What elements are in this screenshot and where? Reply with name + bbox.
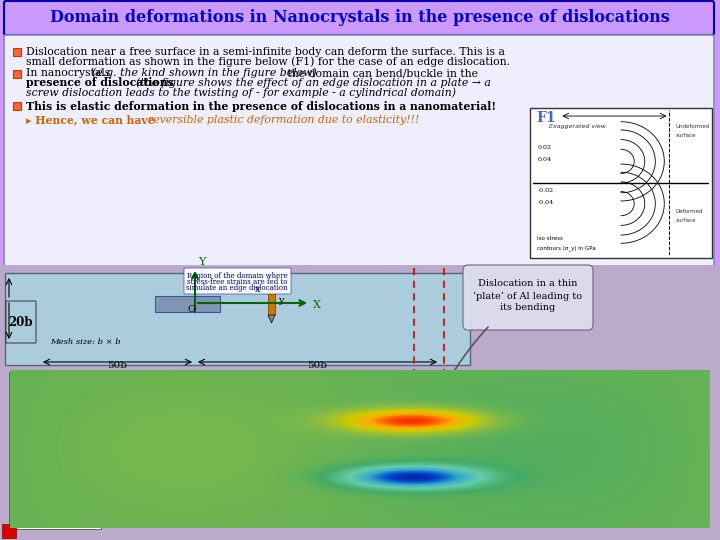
Text: 20b: 20b — [9, 315, 33, 328]
Text: F1: F1 — [536, 111, 556, 125]
Text: -1.735e-13: -1.735e-13 — [27, 437, 67, 443]
Text: surface: surface — [675, 218, 696, 223]
Text: 10b: 10b — [419, 515, 439, 523]
Bar — [12, 379, 24, 390]
Text: ‘plate’ of Al leading to: ‘plate’ of Al leading to — [474, 292, 582, 301]
Text: -0.02: -0.02 — [537, 187, 554, 193]
Text: presence of dislocations: presence of dislocations — [26, 78, 178, 89]
Bar — [12, 477, 24, 488]
FancyBboxPatch shape — [184, 268, 291, 294]
Text: Y: Y — [198, 257, 205, 267]
Bar — [12, 435, 24, 446]
Bar — [13, 102, 21, 110]
Bar — [530, 108, 712, 258]
Text: 0.04: 0.04 — [537, 157, 552, 163]
FancyBboxPatch shape — [6, 301, 36, 343]
Text: O: O — [187, 305, 195, 314]
Text: 50b: 50b — [307, 361, 327, 370]
Text: screw dislocation leads to the twisting of - for example - a cylindrical domain): screw dislocation leads to the twisting … — [26, 87, 456, 98]
Text: 6.909e-11: 6.909e-11 — [27, 494, 63, 500]
FancyBboxPatch shape — [4, 35, 714, 267]
Text: 50b: 50b — [107, 361, 127, 370]
Text: x: x — [255, 285, 261, 294]
Text: reversible plastic deformation due to elasticity!!!: reversible plastic deformation due to el… — [148, 115, 419, 125]
Text: small deformation as shown in the figure below (F1) for the case of an edge disl: small deformation as shown in the figure… — [26, 57, 510, 68]
Text: Region of the domain where: Region of the domain where — [186, 272, 287, 280]
Text: Iso stress: Iso stress — [537, 236, 563, 241]
Text: surface: surface — [675, 133, 696, 138]
Text: the domain can bend/buckle in the: the domain can bend/buckle in the — [284, 68, 478, 78]
Bar — [13, 48, 21, 56]
Text: 0.02: 0.02 — [537, 145, 552, 150]
Text: -1.000e-11: -1.000e-11 — [27, 451, 67, 457]
Bar — [268, 285, 275, 315]
Text: its bending: its bending — [500, 303, 556, 313]
Bar — [12, 491, 24, 502]
Text: (Average-compute): (Average-compute) — [14, 377, 82, 385]
Text: Dislocation near a free surface in a semi-infinite body can deform the surface. : Dislocation near a free surface in a sem… — [26, 47, 505, 57]
Text: -3.000e-11: -3.000e-11 — [27, 480, 67, 485]
Bar — [12, 393, 24, 404]
FancyBboxPatch shape — [9, 372, 101, 529]
FancyBboxPatch shape — [4, 1, 714, 35]
Bar — [5, 273, 470, 365]
FancyBboxPatch shape — [407, 511, 451, 527]
Text: Dislocation in a thin: Dislocation in a thin — [478, 280, 577, 288]
Polygon shape — [268, 315, 275, 323]
Bar — [13, 70, 21, 78]
Text: 3.000e-11: 3.000e-11 — [27, 395, 63, 402]
Text: Domain deformations in Nanocrystals in the presence of dislocations: Domain deformations in Nanocrystals in t… — [50, 10, 670, 26]
Bar — [0, 265, 720, 540]
Text: (the figure shows the effect of an edge dislocation in a plate → a: (the figure shows the effect of an edge … — [136, 78, 491, 88]
Text: -2.000e-11: -2.000e-11 — [27, 409, 67, 415]
Bar — [2, 524, 16, 538]
Text: -1.500e-11: -1.500e-11 — [27, 423, 67, 429]
Text: Deformed: Deformed — [675, 208, 703, 214]
Bar — [12, 449, 24, 460]
Bar — [12, 463, 24, 474]
Text: In nanocrystals: In nanocrystals — [26, 68, 114, 78]
Text: (e.g. the kind shown in the figure below): (e.g. the kind shown in the figure below… — [92, 68, 317, 78]
Text: Exaggerated view: Exaggerated view — [549, 124, 606, 129]
Text: This is elastic deformation in the presence of dislocations in a nanomaterial!: This is elastic deformation in the prese… — [26, 100, 496, 111]
Bar — [155, 296, 220, 312]
Bar — [12, 421, 24, 432]
Text: Mesh size: b × b: Mesh size: b × b — [50, 338, 121, 346]
Text: -6.909e-11: -6.909e-11 — [27, 381, 67, 388]
Text: contours (σ_y) in GPa: contours (σ_y) in GPa — [537, 245, 596, 251]
Text: Undeformed: Undeformed — [675, 124, 710, 129]
Text: ▸ Hence, we can have: ▸ Hence, we can have — [26, 114, 158, 125]
Text: stress-free strains are fed to: stress-free strains are fed to — [186, 278, 287, 286]
Text: -0.04: -0.04 — [537, 200, 554, 205]
Text: y: y — [278, 296, 284, 305]
Text: X: X — [313, 300, 321, 310]
Text: S, S33: S, S33 — [14, 372, 39, 380]
Bar — [12, 407, 24, 418]
FancyBboxPatch shape — [463, 265, 593, 330]
Text: simulate an edge dislocation: simulate an edge dislocation — [186, 284, 288, 292]
Text: -2.000e-11: -2.000e-11 — [27, 465, 67, 471]
